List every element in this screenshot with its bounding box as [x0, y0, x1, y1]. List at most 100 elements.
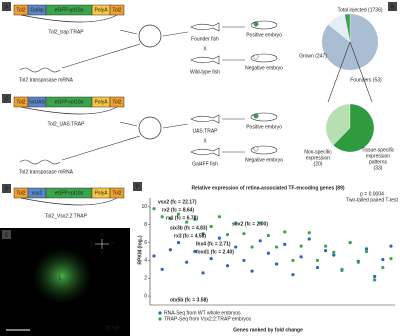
data-point [209, 224, 213, 229]
data-point [291, 273, 295, 277]
mrna [19, 67, 61, 73]
data-point [201, 271, 205, 275]
data-point [250, 269, 254, 273]
embryo-label: Positive embryo [246, 124, 282, 130]
egg [138, 116, 162, 140]
data-point [332, 250, 336, 254]
data-point [193, 217, 197, 221]
gene-annotation: otx5b (fc = 3.58) [170, 297, 208, 303]
fish-label: Wild-type fish [190, 69, 220, 75]
construct-part-label: vsx2 [32, 191, 43, 197]
y-tick-label: 6 [144, 240, 147, 246]
data-point [307, 231, 311, 235]
fish-label: Founder fish [191, 36, 219, 42]
construct-part-label: PolyA [94, 100, 108, 106]
pie-label: patterns [369, 159, 388, 165]
data-point [242, 258, 246, 263]
data-point [168, 248, 172, 252]
data-point [324, 249, 328, 253]
embryo-label: Negative embryo [245, 157, 283, 163]
data-point [364, 249, 369, 254]
pie-label: Non-specific [304, 149, 332, 155]
construct-part-label: Tol2 [112, 8, 121, 14]
arrow [162, 123, 189, 129]
construct-part-label: Tol2 [112, 100, 121, 106]
chart-title: Relative expression of retina-associated… [191, 185, 344, 191]
arrow [119, 121, 138, 127]
panel-letter: F [136, 184, 139, 190]
data-point [201, 232, 205, 236]
data-point [291, 258, 295, 263]
embryo-eye [253, 21, 259, 27]
compass-label: D [100, 233, 104, 239]
gene-annotation: lhx4 (fc = 2.71) [196, 241, 231, 247]
data-point [176, 240, 181, 245]
data-point [299, 255, 303, 259]
panel-letter: A [5, 4, 9, 10]
data-point [356, 260, 360, 264]
legend-marker [158, 317, 162, 321]
construct-part-label: eGFP-rpl10a [55, 100, 84, 106]
data-point [274, 262, 279, 266]
data-point [274, 245, 279, 249]
data-point [242, 232, 246, 236]
data-point [381, 265, 385, 270]
arrow [327, 41, 351, 103]
y-axis-label: RPKM (log₂) [137, 235, 143, 264]
embryo-eye [253, 54, 259, 60]
data-point [225, 264, 230, 268]
arrow [349, 41, 373, 103]
structure-label: L [59, 275, 62, 281]
data-point [234, 245, 238, 249]
pie-label: Tissue-specific [362, 147, 395, 153]
panel-letter-box [133, 182, 142, 191]
data-point [176, 212, 181, 216]
embryo-label: Negative embryo [245, 65, 283, 71]
pie-slice [344, 13, 351, 43]
data-point [209, 257, 213, 261]
arrow [61, 135, 141, 161]
gene-annotation: six3b (fc = 4.83) [170, 225, 208, 231]
gene-annotation: foxd1 (fc = 2.40) [196, 249, 234, 255]
construct-part-label: Tol2 [16, 191, 25, 197]
mrna-label: Tol2 transposase mRNA [19, 77, 74, 83]
compass-label: P [110, 241, 114, 247]
embryo-eye [253, 113, 259, 119]
egg [138, 24, 162, 48]
data-point [348, 240, 352, 245]
data-point [217, 236, 221, 240]
construct-part-label: Tol2 [16, 100, 25, 106]
construct-part-label: eGFP-rpl10a [55, 8, 84, 14]
data-point [225, 232, 230, 237]
pie-label: (20) [314, 161, 323, 167]
data-point [193, 249, 197, 254]
data-point [307, 237, 311, 241]
data-point [364, 247, 369, 251]
eye-glow [32, 248, 92, 304]
gene-annotation: rx1 (fc = 6.78) [166, 215, 198, 221]
legend-marker [158, 311, 162, 315]
pie-label: Founders (53) [350, 77, 382, 83]
data-point [266, 251, 271, 255]
stage-label: 22 hpf [105, 325, 120, 331]
data-point [258, 239, 262, 243]
data-point [250, 245, 254, 249]
arrow [162, 31, 189, 37]
panel-letter: E [5, 232, 9, 238]
plasmid-backbone [20, 197, 118, 206]
fish [190, 55, 220, 65]
data-point [152, 207, 156, 211]
data-point [332, 253, 336, 257]
data-point [266, 233, 271, 238]
data-point [160, 267, 164, 271]
compass-label: V [100, 249, 104, 255]
data-point [373, 274, 377, 279]
data-point [389, 244, 393, 248]
panel-letter: C [5, 96, 9, 102]
compass-label: A [90, 241, 94, 247]
pie-label: expression [306, 155, 330, 161]
gene-annotation: rx2 (fc = 8.64) [162, 207, 194, 213]
construct-name: Tol2_Vsx2:2:TRAP [45, 213, 88, 219]
